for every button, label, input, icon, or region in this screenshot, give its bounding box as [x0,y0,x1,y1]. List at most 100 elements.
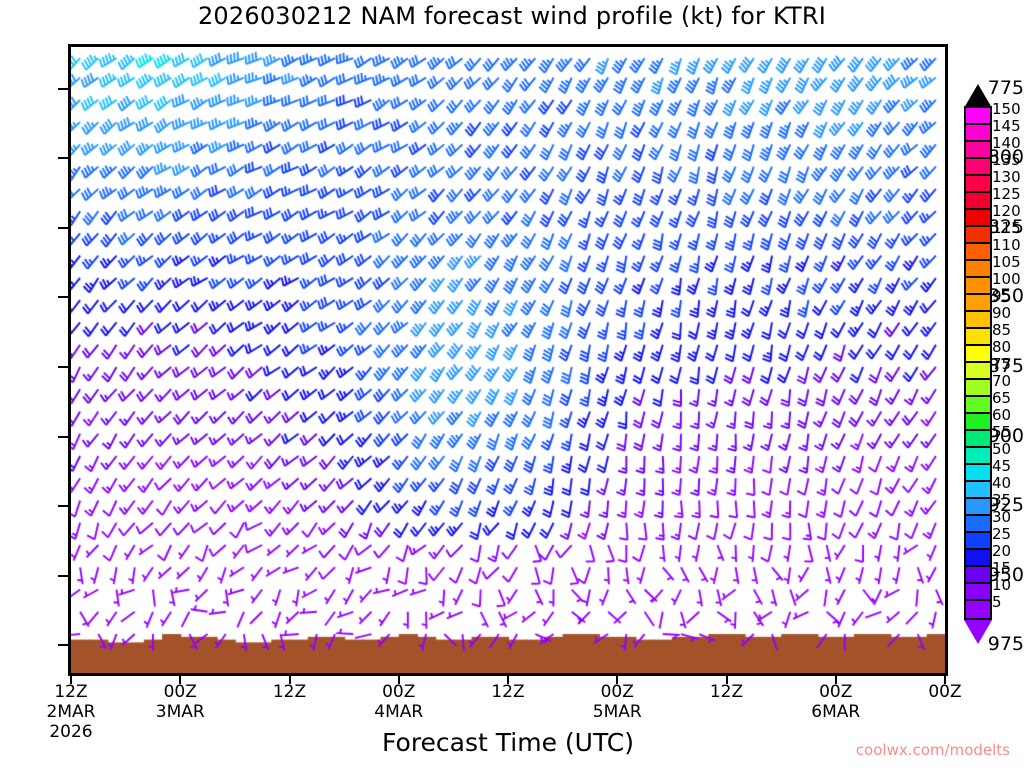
y-axis-tick-label: 775 [987,76,1024,99]
colorbar-label: 80 [992,338,1012,356]
colorbar-cell [966,533,990,550]
colorbar-label: 140 [992,134,1021,152]
colorbar-cell [966,380,990,397]
colorbar-label: 30 [992,508,1012,526]
colorbar-label: 150 [992,100,1021,118]
y-axis-tick [58,435,68,438]
y-axis-tick [58,644,68,647]
colorbar-label: 45 [992,457,1012,475]
colorbar-label: 50 [992,440,1012,458]
colorbar-cell [966,346,990,363]
x-axis-time: 00Z [819,682,853,702]
colorbar-label: 125 [992,185,1021,203]
x-axis-tick [288,675,291,684]
x-axis-tick [179,675,182,684]
y-axis-tick [58,87,68,90]
colorbar-cell [966,329,990,346]
colorbar-cell [966,227,990,244]
y-axis-tick-label: 825 [987,215,1024,238]
x-axis-tick-label: 12Z [657,682,797,702]
colorbar-cell [966,516,990,533]
x-axis-time: 12Z [272,682,307,702]
colorbar-label: 60 [992,406,1012,424]
colorbar-label: 75 [992,355,1012,373]
colorbar-cell [966,448,990,465]
wind-barb-field [71,47,945,673]
page-title: 2026030212 NAM forecast wind profile (kt… [197,2,827,30]
y-axis-tick-label: 975 [987,633,1024,656]
colorbar-cell [966,601,990,618]
x-axis-tick-label: 00Z [875,682,1015,702]
colorbar-cell [966,414,990,431]
y-axis-tick-label: 850 [987,285,1024,308]
colorbar-label: 85 [992,321,1012,339]
colorbar-swatches [964,106,992,620]
x-axis-tick-label: 12Z [438,682,578,702]
colorbar-label: 55 [992,423,1012,441]
x-axis-time: 12Z [709,682,744,702]
y-axis-tick-label: 800 [987,146,1024,169]
y-axis-tick [58,157,68,160]
colorbar-cell [966,482,990,499]
x-axis-tick [944,675,946,684]
x-axis-date: 3MAR [155,702,205,722]
colorbar-cell [966,244,990,261]
colorbar-label: 5 [992,593,1002,611]
x-axis-date: 2MAR [46,702,96,722]
colorbar-cell [966,550,990,567]
colorbar-cell [966,584,990,601]
colorbar-label: 40 [992,474,1012,492]
colorbar-cell [966,108,990,125]
y-axis-tick [58,296,68,299]
colorbar-label: 25 [992,525,1012,543]
colorbar-cell [966,312,990,329]
colorbar-label: 15 [992,559,1012,577]
x-axis-date: 4MAR [374,702,424,722]
colorbar-cell [966,125,990,142]
x-axis-tick [70,675,72,684]
colorbar-label: 120 [992,202,1021,220]
x-axis-title: Forecast Time (UTC) [382,728,634,757]
colorbar-cell [966,465,990,482]
colorbar-label: 90 [992,304,1012,322]
colorbar-cell [966,142,990,159]
colorbar-cell [966,193,990,210]
colorbar-cell [966,431,990,448]
x-axis-time: 00Z [928,682,962,702]
colorbar-cell [966,159,990,176]
x-axis-tick [507,675,509,684]
x-axis-tick-label: 00Z 6MAR [766,682,906,722]
x-axis-tick-label: 00Z 4MAR [329,682,469,722]
x-axis-time: 00Z [382,682,416,702]
x-axis-time: 00Z [600,682,634,702]
y-axis-tick-label: 950 [987,563,1024,586]
colorbar-cell [966,295,990,312]
colorbar-over-arrow-icon [964,84,992,108]
x-axis-tick [397,675,400,684]
colorbar-label: 145 [992,117,1021,135]
x-axis-tick-label: 00Z 5MAR [547,682,687,722]
colorbar-label: 105 [992,253,1021,271]
x-axis-tick [725,675,728,684]
colorbar-label: 135 [992,151,1021,169]
x-axis-time: 12Z [491,682,525,702]
colorbar-label: 95 [992,287,1012,305]
colorbar-cell [966,363,990,380]
colorbar-label: 70 [992,372,1012,390]
y-axis-tick-label: 875 [987,354,1024,377]
colorbar-label: 65 [992,389,1012,407]
y-axis-tick [58,574,68,577]
colorbar-cell [966,278,990,295]
y-axis-tick [58,505,68,508]
x-axis-tick-label: 12Z 2MAR 2026 [1,682,141,742]
x-axis-year: 2026 [49,722,93,742]
colorbar-cell [966,261,990,278]
x-axis-date: 6MAR [811,702,861,722]
x-axis-date: 5MAR [592,702,642,722]
wind-speed-colorbar: 150 145 140 135 130 125 120 115 110 105 100 95 90 85 8… [958,84,1024,664]
colorbar-label: 115 [992,219,1021,237]
colorbar-label: 35 [992,491,1012,509]
y-axis-tick-label: 900 [987,424,1024,447]
y-axis-tick-label: 925 [987,494,1024,517]
y-axis-tick [58,226,68,229]
